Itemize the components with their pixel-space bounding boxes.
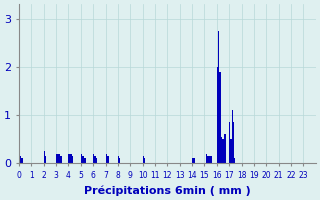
Bar xyxy=(61,156,62,163)
Bar xyxy=(59,154,60,163)
Bar xyxy=(107,156,108,163)
Bar xyxy=(81,154,82,163)
Bar xyxy=(84,158,86,163)
Bar xyxy=(56,154,57,163)
Bar xyxy=(220,137,222,163)
Bar xyxy=(219,72,220,163)
Bar xyxy=(19,154,20,163)
Bar xyxy=(83,156,84,163)
Bar xyxy=(210,156,211,163)
Bar xyxy=(60,156,61,163)
Bar xyxy=(217,67,218,163)
Bar xyxy=(68,154,70,163)
Bar xyxy=(143,156,144,163)
Bar xyxy=(71,154,72,163)
Bar xyxy=(232,110,233,163)
Bar xyxy=(93,154,94,163)
Bar xyxy=(211,156,212,163)
Bar xyxy=(223,139,224,163)
Bar xyxy=(70,154,71,163)
Bar xyxy=(20,156,21,163)
Bar xyxy=(229,122,230,163)
Bar xyxy=(106,154,107,163)
Bar xyxy=(234,158,236,163)
Bar xyxy=(233,122,234,163)
Bar xyxy=(44,151,45,163)
Bar xyxy=(218,31,219,163)
Bar xyxy=(224,134,226,163)
Bar xyxy=(119,158,120,163)
Bar xyxy=(96,158,97,163)
X-axis label: Précipitations 6min ( mm ): Précipitations 6min ( mm ) xyxy=(84,185,251,196)
Bar xyxy=(82,156,83,163)
Bar xyxy=(21,158,23,163)
Bar xyxy=(94,156,96,163)
Bar xyxy=(206,154,207,163)
Bar xyxy=(118,156,119,163)
Bar xyxy=(57,154,59,163)
Bar xyxy=(45,156,46,163)
Bar xyxy=(144,158,145,163)
Bar xyxy=(108,156,109,163)
Bar xyxy=(193,158,195,163)
Bar xyxy=(230,139,232,163)
Bar xyxy=(207,156,208,163)
Bar xyxy=(192,158,193,163)
Bar xyxy=(208,156,210,163)
Bar xyxy=(72,156,73,163)
Bar xyxy=(222,139,223,163)
